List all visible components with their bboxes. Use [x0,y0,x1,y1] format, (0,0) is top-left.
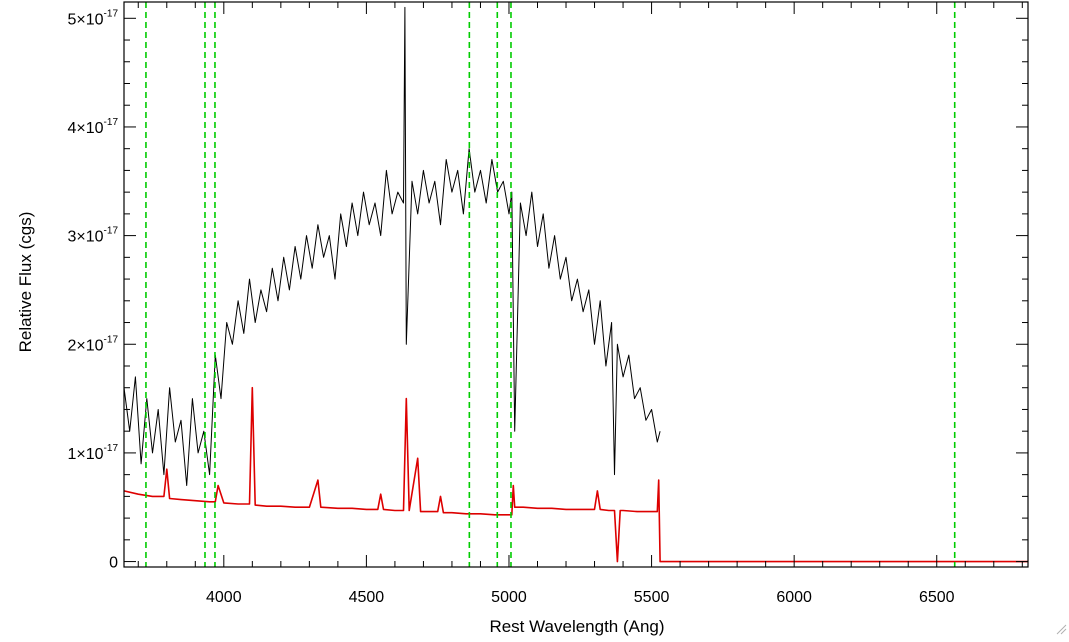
y-axis-label: Relative Flux (cgs) [16,212,35,353]
series-line-2 [123,386,1028,563]
y-tick-label: 4×10-17 [68,117,119,137]
y-tick-label: 3×10-17 [68,226,119,246]
x-tick-label: 4500 [349,589,385,606]
x-tick-label: 6000 [776,589,812,606]
y-tick-label: 1×10-17 [68,443,119,463]
x-tick-label: 5000 [491,589,527,606]
x-tick-label: 5500 [634,589,670,606]
resize-grip-icon[interactable] [1055,623,1067,635]
plot-area [123,2,1028,567]
x-tick-label: 4000 [206,589,242,606]
axes: 4000 4500 5000 5500 6000 6500 0 1×10-17 2×10-17 3… [68,1,1029,606]
plot-frame [123,1,1029,568]
series-line-1 [123,6,661,486]
y-tick-label: 2×10-17 [68,334,119,354]
y-tick-label: 5×10-17 [68,8,119,28]
x-axis-label: Rest Wavelength (Ang) [489,617,664,636]
x-tick-label: 6500 [919,589,955,606]
y-tick-label: 0 [109,555,118,572]
